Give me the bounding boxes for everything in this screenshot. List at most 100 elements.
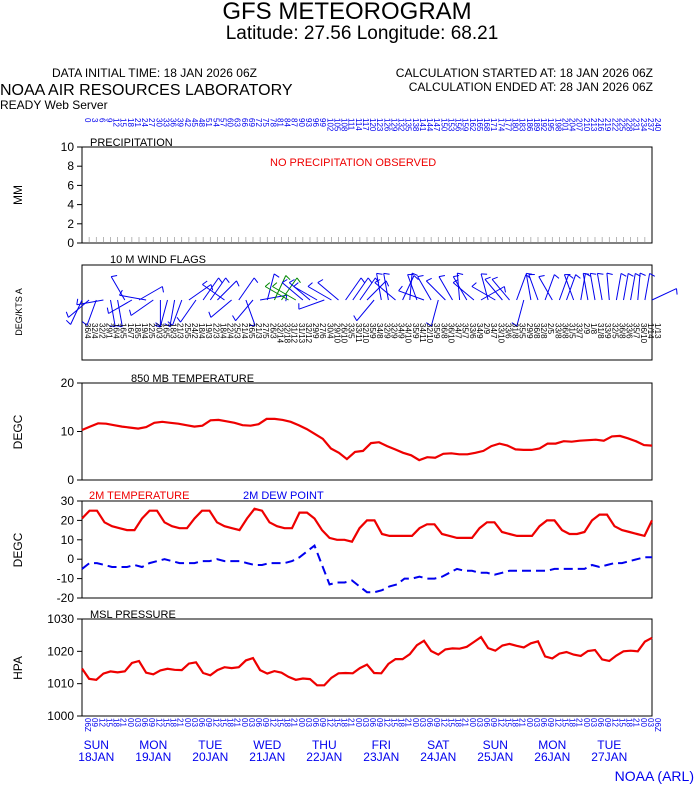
wind-code: 22/4 bbox=[226, 323, 235, 339]
wind-flag bbox=[273, 275, 287, 301]
wind-flag bbox=[108, 299, 133, 314]
wind-code: 25/3 bbox=[233, 323, 242, 339]
forecast-hour-label: 3 bbox=[90, 118, 99, 123]
wind-flag bbox=[356, 299, 375, 322]
wind-barb bbox=[367, 277, 373, 284]
forecast-hour-label: 111 bbox=[347, 118, 356, 131]
wind-barb bbox=[676, 288, 678, 295]
wind-flag bbox=[637, 273, 641, 301]
wind-title: 10 M WIND FLAGS bbox=[110, 254, 206, 266]
y-tick-label: 6 bbox=[67, 178, 74, 192]
wind-barb bbox=[109, 325, 116, 328]
lab-name: NOAA AIR RESOURCES LABORATORY bbox=[0, 82, 293, 99]
y-tick-label: -10 bbox=[57, 572, 75, 586]
wind-barb bbox=[639, 272, 646, 276]
wind-flag bbox=[288, 282, 311, 301]
wind-flag bbox=[172, 299, 183, 326]
wind-code: 33/6 bbox=[503, 323, 512, 339]
wind-flag bbox=[651, 288, 677, 301]
forecast-hour-label: 57 bbox=[218, 118, 227, 127]
utc-hour-label: 15 bbox=[503, 718, 512, 727]
wind-barb bbox=[264, 282, 271, 287]
utc-hour-label: 00 bbox=[240, 718, 249, 727]
wind-code: 31/12 bbox=[290, 323, 299, 344]
forecast-hour-label: 12 bbox=[112, 118, 121, 127]
wind-code: 2/9 bbox=[482, 323, 491, 335]
date-label: 24JAN bbox=[420, 750, 456, 764]
forecast-hour-label: 198 bbox=[553, 118, 562, 132]
utc-hour-label: 03 bbox=[361, 718, 370, 727]
wind-code: 32/9 bbox=[382, 323, 391, 339]
wind-barb bbox=[218, 277, 223, 283]
forecast-hour-label: 90 bbox=[297, 118, 306, 127]
wind-code: 32/14 bbox=[275, 323, 284, 344]
wind-barb bbox=[491, 276, 498, 280]
wind-barb bbox=[253, 277, 259, 284]
wind-code: 25/5 bbox=[183, 323, 192, 339]
dewpoint-line bbox=[81, 543, 652, 594]
wind-barb bbox=[293, 282, 299, 287]
wind-flag bbox=[615, 273, 622, 301]
utc-hour-label: 03 bbox=[475, 718, 484, 727]
y-tick-label: 20 bbox=[61, 376, 75, 390]
wind-flag bbox=[160, 299, 168, 327]
wind-flag bbox=[272, 286, 297, 301]
utc-hour-label: 15 bbox=[161, 718, 170, 727]
wind-code: 33/11 bbox=[354, 323, 363, 343]
utc-hour-label: 00 bbox=[639, 718, 648, 727]
utc-hour-label: 15 bbox=[275, 718, 284, 727]
wind-flag bbox=[110, 299, 116, 327]
wind-code: 22/5 bbox=[147, 323, 156, 339]
forecast-hour-label: 174 bbox=[496, 118, 505, 132]
wind-flag bbox=[188, 284, 212, 301]
forecast-hour-label: 225 bbox=[617, 118, 626, 132]
utc-hour-label: 12 bbox=[154, 718, 163, 727]
forecast-hour-label: 132 bbox=[397, 118, 406, 132]
forecast-hour-label: 9 bbox=[104, 118, 113, 123]
t2m-line bbox=[81, 507, 653, 543]
forecast-hour-label: 168 bbox=[482, 118, 491, 132]
wind-flag bbox=[417, 276, 432, 301]
day-of-week-label: WED bbox=[253, 738, 281, 752]
forecast-hour-label: 99 bbox=[318, 118, 327, 127]
wind-barb bbox=[417, 275, 424, 278]
wind-barb bbox=[471, 282, 477, 287]
utc-hour-label: 15 bbox=[389, 718, 398, 727]
forecast-hour-label: 138 bbox=[411, 118, 420, 132]
wind-barb bbox=[281, 279, 288, 284]
wind-flag bbox=[298, 299, 325, 310]
wind-code: 32/12 bbox=[304, 323, 313, 344]
utc-hour-label: 12 bbox=[97, 718, 106, 727]
utc-hour-label: 15 bbox=[218, 718, 227, 727]
wind-flag bbox=[425, 280, 446, 301]
wind-flag bbox=[516, 299, 525, 327]
utc-hour-label: 09 bbox=[90, 718, 99, 727]
wind-code: 33/7 bbox=[575, 323, 584, 339]
wind-code: 18/5 bbox=[133, 323, 142, 339]
wind-flag bbox=[317, 282, 339, 301]
wind-barb bbox=[161, 286, 164, 293]
wind-barb bbox=[457, 272, 464, 275]
mslp-panel: MSL PRESSURE HPA 1000 1010 1020 1030 bbox=[11, 609, 653, 723]
wind-barb bbox=[285, 275, 291, 281]
utc-hour-label: 15 bbox=[446, 718, 455, 727]
wind-flag bbox=[264, 286, 289, 301]
y-tick-label: 8 bbox=[67, 159, 74, 173]
wind-flag bbox=[596, 273, 603, 301]
wind-code: 18/3 bbox=[169, 323, 178, 339]
forecast-hour-label: 75 bbox=[261, 118, 270, 127]
utc-hour-label: 18 bbox=[169, 718, 178, 727]
utc-hour-label: 06 bbox=[596, 718, 605, 727]
wind-code: 31/8 bbox=[511, 323, 520, 339]
utc-hour-label: 18 bbox=[397, 718, 406, 727]
utc-hour-label: 09 bbox=[147, 718, 156, 727]
forecast-hour-label: 120 bbox=[368, 118, 377, 132]
wind-code: 33/6 bbox=[625, 323, 634, 339]
utc-hour-label: 06Z bbox=[83, 718, 92, 732]
y-tick-label: -20 bbox=[57, 591, 75, 605]
precip-ylabel: MM bbox=[11, 185, 25, 205]
wind-barb bbox=[606, 272, 613, 275]
calculation-ended: CALCULATION ENDED AT: 28 JAN 2026 06Z bbox=[408, 80, 653, 94]
wind-flag bbox=[582, 273, 589, 301]
wind-code: 35/7 bbox=[632, 323, 641, 339]
